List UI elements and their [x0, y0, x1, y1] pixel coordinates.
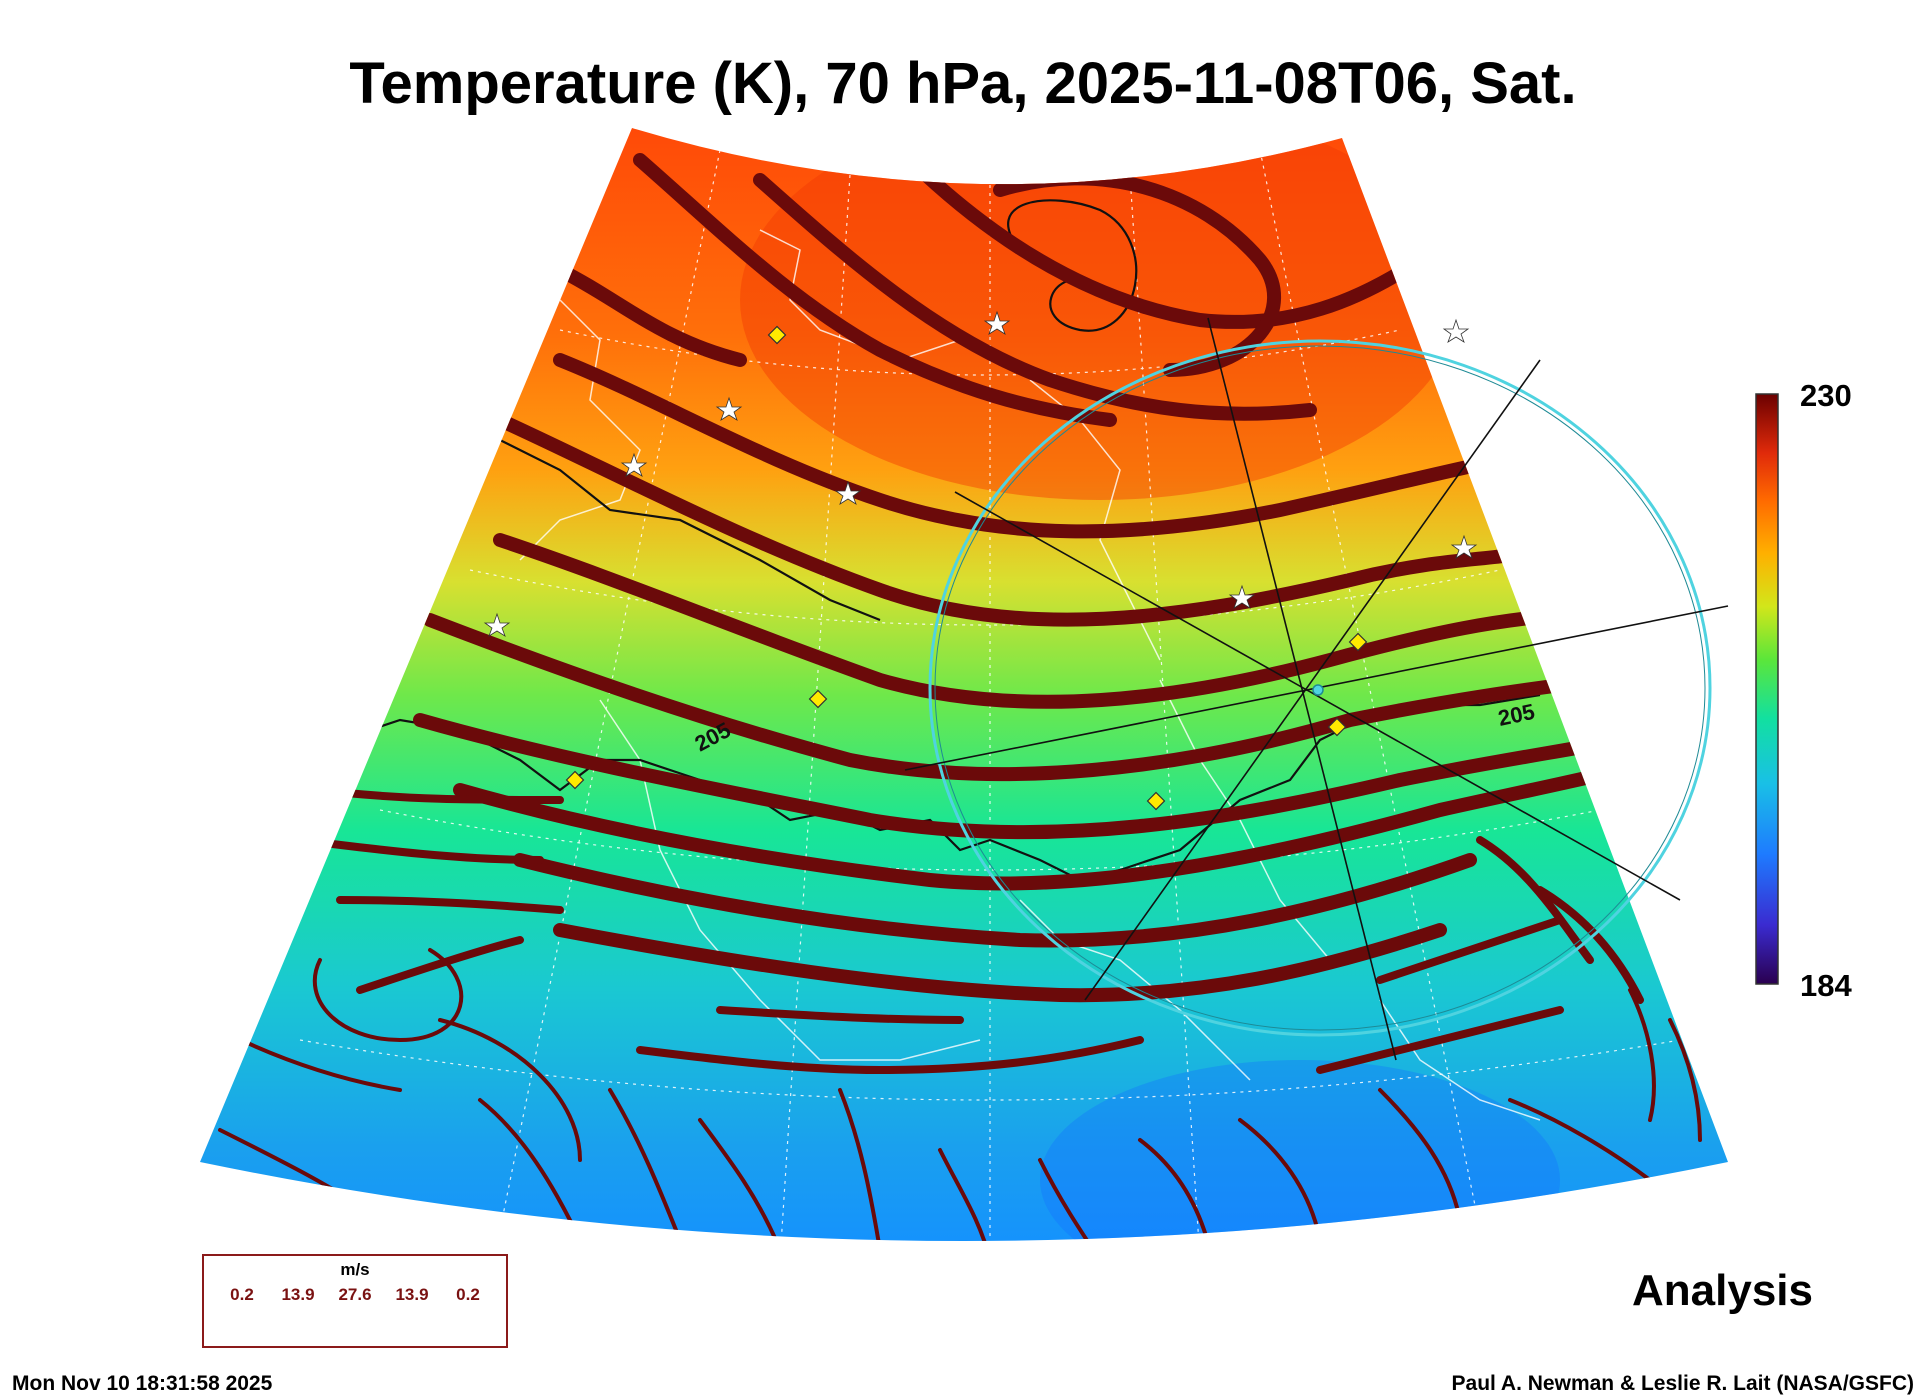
- site-stars: [483, 310, 1478, 637]
- legend-value: 13.9: [281, 1285, 315, 1304]
- range-ring-inner: [934, 345, 1706, 1031]
- transect-line: [1084, 359, 1541, 1001]
- streamlines: [218, 143, 1702, 1241]
- sonde-markers: [565, 325, 1368, 811]
- transect-line: [1207, 317, 1397, 1061]
- site-star-outside: [1442, 318, 1470, 343]
- warm-anomaly: [740, 128, 1460, 500]
- legend-value: 0.2: [230, 1285, 254, 1304]
- site-star: [715, 396, 743, 421]
- wind-legend: m/s 0.2 13.9 27.6 13.9 0.2: [202, 1254, 508, 1348]
- range-ring: [928, 339, 1712, 1037]
- sonde-marker: [1348, 632, 1368, 652]
- chart-title: Temperature (K), 70 hPa, 2025-11-08T06, …: [349, 51, 1577, 116]
- sonde-marker: [1146, 791, 1166, 811]
- graticule: [299, 149, 1681, 1241]
- colorbar: [1755, 393, 1779, 985]
- credit: Paul A. Newman & Leslie R. Lait (NASA/GS…: [1451, 1372, 1914, 1395]
- colorbar-max: 230: [1800, 378, 1852, 413]
- legend-value: 27.6: [338, 1285, 372, 1304]
- sonde-marker: [767, 325, 787, 345]
- sonde-marker: [808, 689, 828, 709]
- timestamp: Mon Nov 10 18:31:58 2025: [12, 1372, 273, 1395]
- site-star: [1228, 584, 1256, 609]
- range-ring-overlay: [904, 317, 1729, 1061]
- sonde-marker: [1327, 717, 1347, 737]
- panel-label: Analysis: [1632, 1266, 1813, 1315]
- legend-value: 13.9: [395, 1285, 429, 1304]
- station-center: [1312, 684, 1324, 696]
- transect-line: [954, 491, 1681, 901]
- legend-unit: m/s: [340, 1260, 370, 1279]
- legend-value: 0.2: [456, 1285, 480, 1304]
- site-star: [483, 612, 511, 637]
- site-star: [983, 310, 1011, 335]
- colorbar-min: 184: [1800, 968, 1852, 1003]
- site-star: [1450, 534, 1478, 559]
- sonde-marker: [565, 770, 585, 790]
- site-star: [620, 452, 648, 477]
- cool-anomaly: [1040, 1060, 1560, 1241]
- site-star: [834, 480, 862, 505]
